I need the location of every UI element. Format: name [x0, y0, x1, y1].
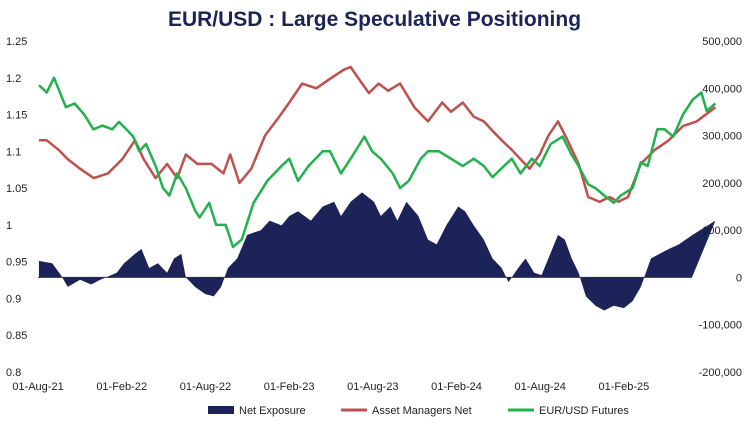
x-tick-label: 01-Aug-23	[347, 381, 398, 393]
x-tick-label: 01-Feb-23	[264, 381, 315, 393]
right-tick-label: -100,000	[699, 320, 742, 332]
x-tick-label: 01-Feb-22	[96, 381, 147, 393]
left-tick-label: 1.25	[6, 36, 27, 48]
legend-swatch-net-exposure	[208, 406, 234, 414]
legend-label-eur-usd-futures: EUR/USD Futures	[539, 405, 629, 417]
x-axis-ticks: 01-Aug-21 01-Feb-22 01-Aug-22 01-Feb-23 01-A…	[12, 381, 649, 393]
right-tick-label: 300,000	[702, 131, 742, 143]
net-exposure-area-group	[38, 192, 716, 311]
left-tick-label: 1.15	[6, 110, 27, 122]
legend-label-net-exposure: Net Exposure	[239, 405, 306, 417]
right-tick-label: 500,000	[702, 36, 742, 48]
left-tick-label: 0.95	[6, 257, 27, 269]
net-exposure-area	[38, 192, 716, 311]
x-tick-label: 01-Aug-24	[515, 381, 566, 393]
left-tick-label: 1.05	[6, 183, 27, 195]
legend: Net Exposure Asset Managers Net EUR/USD Fu…	[208, 405, 629, 417]
left-tick-label: 1.2	[6, 73, 21, 85]
asset-managers-net-line	[38, 65, 717, 204]
left-tick-label: 1.1	[6, 146, 21, 158]
left-tick-label: 0.9	[6, 293, 21, 305]
x-tick-label: 01-Feb-25	[599, 381, 650, 393]
x-tick-label: 01-Aug-21	[12, 381, 63, 393]
right-tick-label: -200,000	[699, 367, 742, 379]
right-tick-label: 200,000	[702, 178, 742, 190]
right-tick-label: 100,000	[702, 225, 742, 237]
right-tick-label: 400,000	[702, 83, 742, 95]
legend-label-asset-managers-net: Asset Managers Net	[372, 405, 472, 417]
left-tick-label: 0.85	[6, 330, 27, 342]
x-tick-label: 01-Aug-22	[180, 381, 231, 393]
right-axis-ticks: -200,000 -100,000 0 100,000 200,000 300,000 40…	[699, 36, 742, 379]
right-tick-label: 0	[736, 272, 742, 284]
chart-title: EUR/USD : Large Speculative Positioning	[167, 8, 582, 31]
eur-usd-futures-line	[38, 76, 717, 249]
left-tick-label: 0.8	[6, 367, 21, 379]
x-tick-label: 01-Feb-24	[431, 381, 482, 393]
left-tick-label: 1	[6, 220, 12, 232]
left-axis-ticks: 0.8 0.85 0.9 0.95 1 1.05 1.1 1.15 1.2 1.25	[6, 36, 27, 379]
line-series-group	[38, 65, 717, 249]
